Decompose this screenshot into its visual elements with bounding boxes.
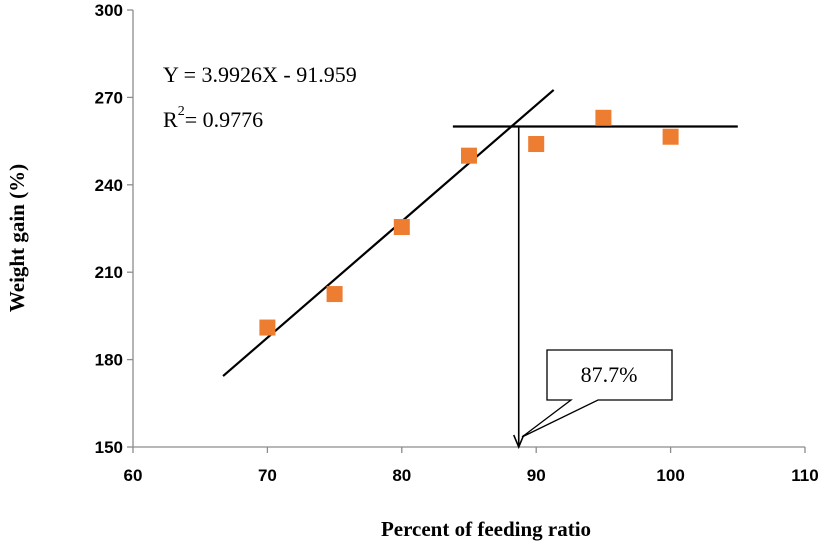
regression-line xyxy=(222,89,555,377)
data-point xyxy=(528,136,545,153)
callout-text: 87.7% xyxy=(581,362,638,387)
x-tick-label: 90 xyxy=(527,466,546,485)
y-tick-label: 210 xyxy=(95,263,123,282)
x-tick-label: 100 xyxy=(656,466,684,485)
data-point xyxy=(595,109,612,126)
equation-label: Y = 3.9926X - 91.959 xyxy=(163,62,357,87)
r-squared-label: R2= 0.9776 xyxy=(163,104,263,132)
data-point xyxy=(662,128,679,145)
data-point xyxy=(461,147,477,164)
r-squared-prefix: R xyxy=(163,107,178,132)
y-tick-label: 240 xyxy=(95,176,123,195)
y-tick-label: 150 xyxy=(95,438,123,457)
x-tick-label: 60 xyxy=(124,466,143,485)
data-point xyxy=(326,286,343,303)
tick-labels: 150 180 210 240 270 300 60 70 80 90 100 110 xyxy=(95,1,819,485)
axes xyxy=(127,9,806,453)
x-axis-title: Percent of feeding ratio xyxy=(381,517,591,541)
data-point xyxy=(393,219,410,236)
r-squared-value: = 0.9776 xyxy=(185,107,263,132)
fit-lines xyxy=(222,89,738,450)
y-tick-label: 300 xyxy=(95,1,123,20)
y-axis-title: Weight gain (%) xyxy=(5,164,29,312)
r-squared-superscript: 2 xyxy=(178,104,185,119)
x-tick-label: 80 xyxy=(392,466,411,485)
callout-box xyxy=(521,349,673,438)
x-tick-label: 70 xyxy=(258,466,277,485)
y-tick-label: 180 xyxy=(95,351,123,370)
data-point xyxy=(259,319,276,336)
x-tick-label: 110 xyxy=(791,466,818,485)
breakpoint-arrow-head xyxy=(512,434,525,450)
callout: 87.7% xyxy=(521,349,673,438)
y-tick-label: 270 xyxy=(95,88,123,107)
data-points xyxy=(259,109,679,336)
